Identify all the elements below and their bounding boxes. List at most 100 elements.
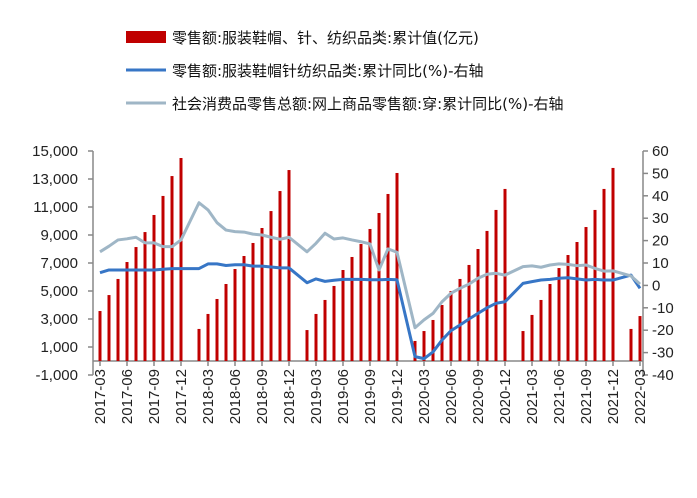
bar — [377, 213, 381, 361]
bar — [332, 285, 336, 361]
x-tick-label: 2018-09 — [254, 369, 271, 424]
bar — [161, 195, 165, 361]
bar — [476, 249, 480, 361]
bar — [251, 242, 255, 361]
right-tick-label: -10 — [652, 300, 674, 317]
bar — [422, 331, 426, 361]
legend-swatch — [126, 31, 166, 43]
x-tick-label: 2020-03 — [416, 369, 433, 424]
bar — [584, 227, 588, 361]
bar — [278, 191, 282, 361]
x-tick-label: 2021-12 — [605, 369, 622, 424]
x-tick-label: 2019-03 — [308, 369, 325, 424]
x-tick-label: 2018-03 — [200, 369, 217, 424]
x-tick-label: 2020-12 — [497, 369, 514, 424]
x-tick-label: 2021-06 — [551, 369, 568, 424]
right-tick-label: 60 — [652, 143, 669, 160]
bar — [206, 313, 210, 361]
bar — [440, 305, 444, 361]
bar — [449, 291, 453, 361]
bar — [386, 193, 390, 361]
bar — [602, 188, 606, 361]
bar — [566, 255, 570, 361]
bar — [287, 170, 291, 361]
x-tick-label: 2017-03 — [92, 369, 109, 424]
bar — [179, 158, 183, 361]
bar — [395, 172, 399, 361]
bar — [629, 328, 633, 361]
bar — [98, 311, 102, 361]
line-series — [99, 201, 642, 361]
bar — [548, 284, 552, 361]
left-tick-label: 15,000 — [32, 143, 78, 160]
right-tick-label: 0 — [652, 277, 660, 294]
line-series-path — [99, 201, 642, 330]
bar — [116, 278, 120, 361]
right-tick-label: -20 — [652, 322, 674, 339]
left-tick-label: 9,000 — [40, 227, 78, 244]
bar — [494, 209, 498, 361]
bar — [314, 313, 318, 361]
bar — [323, 299, 327, 361]
x-tick-label: 2019-06 — [335, 369, 352, 424]
x-tick-label: 2017-09 — [146, 369, 163, 424]
bar — [575, 242, 579, 361]
axes: -1,000 1,000 3,000 5,000 7,000 9,000 11,000 13,… — [32, 143, 674, 424]
bar — [269, 211, 273, 361]
legend-label: 零售额:服装鞋帽针纺织品类:累计同比(%)-右轴 — [172, 62, 483, 80]
bar — [638, 316, 642, 361]
line-series-path — [99, 262, 642, 361]
legend-label: 零售额:服装鞋帽、针、纺织品类:累计值(亿元) — [172, 29, 479, 47]
bar — [341, 270, 345, 361]
bar — [521, 331, 525, 361]
bar-series — [98, 158, 642, 361]
bar — [233, 269, 237, 361]
bar — [125, 262, 129, 361]
bar — [557, 268, 561, 361]
x-tick-label: 2018-12 — [281, 369, 298, 424]
x-tick-label: 2021-09 — [578, 369, 595, 424]
bar — [197, 328, 201, 361]
bar — [143, 232, 147, 361]
x-tick-label: 2017-06 — [119, 369, 136, 424]
left-tick-label: 1,000 — [40, 339, 78, 356]
left-tick-label: 7,000 — [40, 255, 78, 272]
bar — [485, 230, 489, 361]
x-tick-label: 2021-03 — [524, 369, 541, 424]
left-tick-label: 13,000 — [32, 171, 78, 188]
legend-label: 社会消费品零售总额:网上商品零售额:穿:累计同比(%)-右轴 — [172, 95, 564, 113]
bar — [215, 298, 219, 361]
right-tick-label: -30 — [652, 345, 674, 362]
x-tick-label: 2019-12 — [389, 369, 406, 424]
x-tick-label: 2022-03 — [632, 369, 649, 424]
x-tick-label: 2020-06 — [443, 369, 460, 424]
bar — [242, 256, 246, 361]
bar — [458, 278, 462, 361]
right-tick-label: 10 — [652, 255, 669, 272]
bar — [260, 228, 264, 361]
bar — [368, 228, 372, 361]
bar — [224, 284, 228, 361]
bar — [431, 319, 435, 361]
right-tick-label: -40 — [652, 367, 674, 384]
left-tick-label: 3,000 — [40, 311, 78, 328]
legend: 零售额:服装鞋帽、针、纺织品类:累计值(亿元) 零售额:服装鞋帽针纺织品类:累计同… — [126, 29, 564, 113]
right-tick-label: 50 — [652, 165, 669, 182]
bar — [539, 299, 543, 361]
left-tick-label: -1,000 — [35, 367, 78, 384]
x-tick-label: 2018-06 — [227, 369, 244, 424]
bar — [530, 314, 534, 361]
bar — [152, 214, 156, 361]
bar — [593, 209, 597, 361]
x-tick-label: 2017-12 — [173, 369, 190, 424]
right-tick-label: 20 — [652, 233, 669, 250]
left-tick-label: 5,000 — [40, 283, 78, 300]
bar — [350, 256, 354, 361]
bar — [611, 167, 615, 361]
bar — [305, 330, 309, 361]
x-tick-label: 2019-09 — [362, 369, 379, 424]
bar — [359, 243, 363, 361]
right-tick-label: 40 — [652, 188, 669, 205]
bar — [107, 295, 111, 361]
